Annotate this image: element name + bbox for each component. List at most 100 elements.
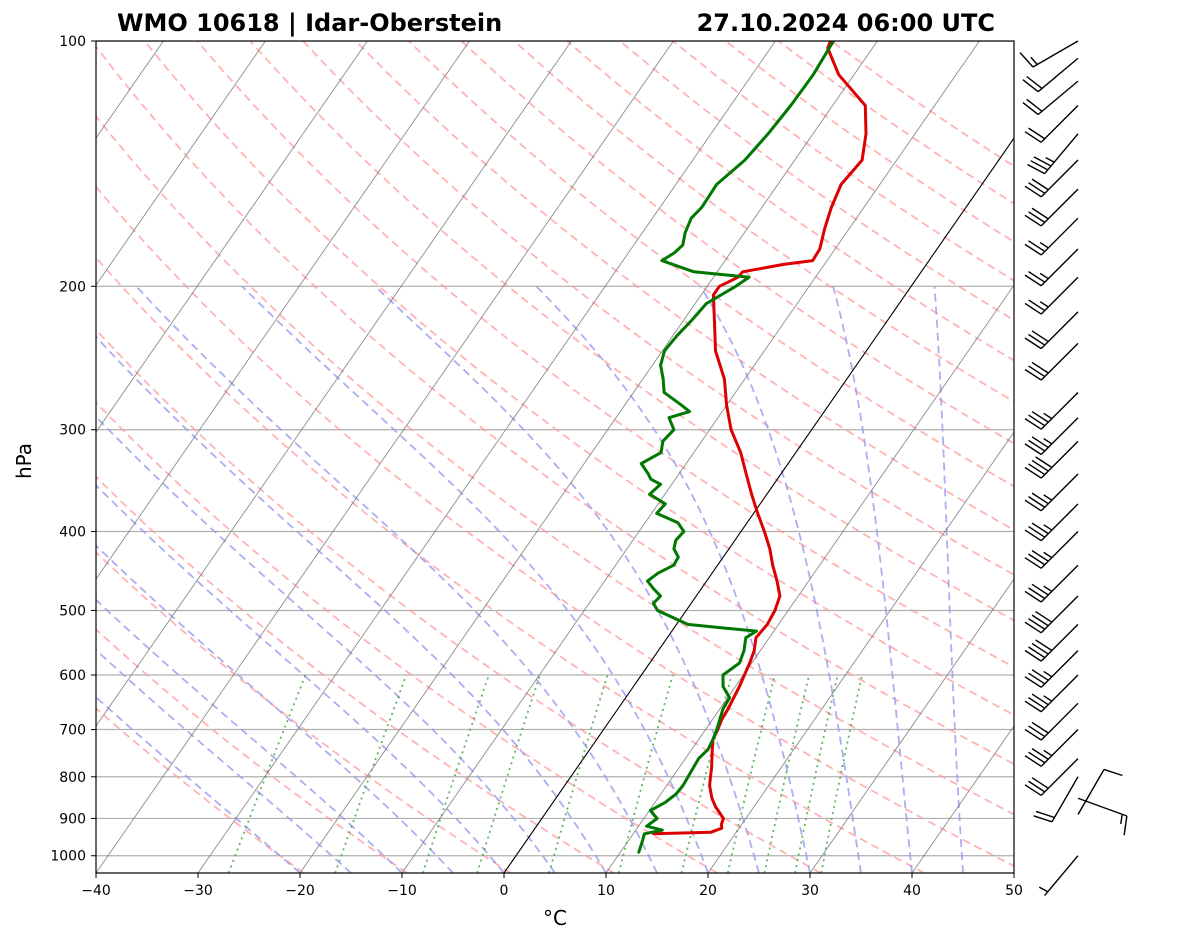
wind-barb-full-feather: [1028, 672, 1046, 685]
dry-adiabat: [672, 41, 1014, 282]
wind-barb: [1024, 531, 1079, 569]
wind-barb-shaft: [1044, 855, 1079, 897]
wind-barb: [1022, 80, 1079, 116]
wind-barb-shaft: [1040, 440, 1079, 479]
wind-barb-full-feather: [1028, 553, 1046, 566]
y-tick-label: 500: [59, 603, 86, 619]
wind-barb-full-feather: [1031, 492, 1049, 505]
wind-barb-full-feather: [1028, 127, 1046, 140]
wind-barb-half-feather: [1043, 524, 1053, 531]
wind-barb-full-feather: [1035, 639, 1053, 652]
wind-barb-full-feather: [1028, 751, 1046, 764]
wind-barb-half-feather: [1043, 695, 1053, 702]
wind-barb-half-feather: [1043, 551, 1053, 559]
wind-barb: [1024, 702, 1079, 741]
wind-barb-full-feather: [1035, 810, 1055, 819]
moist-adiabat: [699, 285, 862, 873]
dry-adiabat: [96, 401, 718, 873]
y-tick-label: 700: [59, 723, 86, 739]
plot-area: [96, 41, 1014, 873]
y-tick-label: 1000: [50, 849, 86, 865]
wind-barb-full-feather: [1028, 414, 1046, 427]
wind-barb-full-feather: [1022, 101, 1039, 116]
wind-barb-full-feather: [1103, 768, 1123, 777]
wind-barb-full-feather: [1031, 748, 1049, 760]
wind-barb-shaft: [1051, 776, 1079, 823]
wind-barb-half-feather: [1043, 438, 1053, 445]
wind-barb-full-feather: [1028, 365, 1046, 378]
isotherm: [605, 284, 1014, 873]
wind-barb-full-feather: [1022, 79, 1039, 93]
moist-adiabat: [374, 285, 760, 873]
wind-barb-full-feather: [1028, 333, 1046, 346]
dry-adiabat: [249, 41, 1014, 622]
wind-barb: [1077, 797, 1128, 836]
x-tick-label: −40: [81, 883, 111, 899]
x-tick-label: −20: [285, 883, 315, 899]
wind-barb-full-feather: [1026, 98, 1043, 112]
wind-barb-full-feather: [1031, 361, 1049, 374]
wind-barb-full-feather: [1028, 646, 1046, 659]
wind-barb-shaft: [1044, 133, 1079, 175]
isotherm: [911, 725, 1014, 873]
wind-barb-full-feather: [1027, 163, 1045, 175]
wind-barb-full-feather: [1028, 697, 1046, 709]
wind-barb-full-feather: [1028, 618, 1046, 630]
wind-barb-full-feather: [1028, 299, 1046, 312]
wind-barb-full-feather: [1028, 496, 1046, 508]
moist-adiabat: [96, 544, 454, 873]
moist-adiabat: [96, 648, 352, 873]
wind-barb-half-feather: [1043, 585, 1053, 592]
wind-barb-full-feather: [1031, 459, 1049, 472]
wind-barb-full-feather: [1026, 75, 1043, 90]
wind-barb-full-feather: [1019, 52, 1034, 68]
wind-barb: [1024, 276, 1079, 315]
wind-barb-full-feather: [1028, 525, 1046, 538]
wind-barb: [1024, 729, 1079, 767]
wind-barb-full-feather: [1024, 621, 1042, 634]
dry-adiabat: [96, 256, 925, 873]
isotherm: [96, 41, 368, 433]
wind-barb-half-feather: [1039, 301, 1049, 308]
wind-barb: [1024, 342, 1079, 381]
wind-barb-full-feather: [1028, 587, 1046, 600]
wind-barb-full-feather: [1028, 271, 1046, 283]
zero-isotherm: [503, 137, 1014, 873]
chart-title-station: WMO 10618 | Idar-Oberstein: [117, 9, 502, 37]
isotherm: [299, 41, 878, 873]
wind-barb-shaft: [1040, 342, 1079, 381]
wind-barb-full-feather: [1024, 368, 1042, 381]
wind-barb-full-feather: [1024, 243, 1042, 256]
dry-adiabat: [513, 41, 1014, 403]
isotherm: [96, 41, 572, 727]
x-tick-label: −10: [387, 883, 417, 899]
wind-barb-full-feather: [1024, 784, 1042, 796]
x-tick-label: 0: [500, 883, 509, 899]
isotherm: [96, 41, 674, 873]
wind-barb: [1038, 855, 1079, 897]
wind-barb-full-feather: [1028, 725, 1046, 738]
wind-barb-full-feather: [1028, 240, 1046, 253]
wind-barb-full-feather: [1024, 728, 1042, 741]
moist-adiabat: [933, 286, 964, 873]
wind-barb-shaft: [1032, 40, 1079, 68]
y-tick-label: 100: [59, 34, 86, 50]
isotherm: [96, 41, 266, 286]
wind-barb-shaft: [1040, 391, 1079, 430]
wind-barb-full-feather: [1028, 182, 1046, 194]
dry-adiabat: [407, 41, 1014, 488]
wind-barb: [1024, 391, 1079, 430]
isotherm: [401, 41, 980, 873]
wind-barb-full-feather: [1024, 443, 1042, 456]
wind-barb-full-feather: [1024, 590, 1042, 603]
wind-barb-half-feather: [1043, 670, 1053, 678]
wind-barb-half-feather: [1043, 749, 1053, 757]
dry-adiabat: [96, 475, 615, 873]
wind-barb-full-feather: [1024, 131, 1042, 143]
wind-barb-full-feather: [1024, 700, 1042, 713]
wind-barb-shaft: [1040, 105, 1079, 143]
wind-barb-shaft: [1040, 758, 1079, 796]
wind-barb: [1024, 650, 1079, 688]
chart-title-time: 27.10.2024 06:00 UTC: [697, 9, 995, 37]
